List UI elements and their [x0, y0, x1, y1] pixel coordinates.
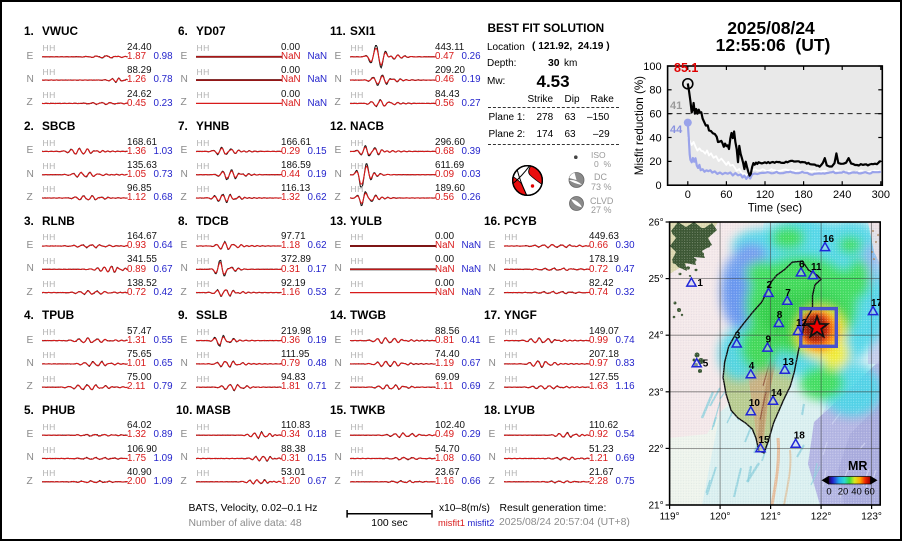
- svg-text:MR: MR: [848, 459, 867, 473]
- svg-text:123°: 123°: [861, 512, 882, 523]
- svg-text:Time (sec): Time (sec): [748, 202, 802, 215]
- svg-text:5: 5: [703, 359, 709, 370]
- svg-text:80: 80: [649, 85, 661, 97]
- svg-text:20: 20: [649, 156, 661, 168]
- svg-text:240: 240: [833, 189, 851, 201]
- svg-text:3: 3: [735, 331, 741, 342]
- svg-text:12: 12: [796, 318, 808, 329]
- svg-text:10: 10: [749, 398, 761, 409]
- svg-text:180: 180: [794, 189, 812, 201]
- svg-text:0: 0: [655, 180, 661, 192]
- svg-text:20: 20: [838, 487, 849, 498]
- svg-text:4: 4: [749, 361, 755, 372]
- svg-text:16: 16: [823, 234, 835, 245]
- svg-text:300: 300: [872, 189, 890, 201]
- svg-text:119°: 119°: [660, 512, 680, 523]
- svg-text:15: 15: [759, 435, 771, 446]
- svg-text:60: 60: [649, 109, 661, 121]
- svg-text:0: 0: [826, 487, 831, 498]
- svg-text:21°: 21°: [648, 501, 663, 512]
- svg-text:85.1: 85.1: [674, 61, 698, 75]
- svg-text:0: 0: [685, 189, 691, 201]
- svg-text:60: 60: [864, 487, 875, 498]
- svg-text:100: 100: [643, 61, 661, 73]
- svg-text:2: 2: [767, 280, 773, 291]
- svg-text:1: 1: [697, 278, 703, 289]
- svg-text:9: 9: [766, 335, 772, 346]
- svg-text:60: 60: [720, 189, 732, 201]
- svg-text:120: 120: [756, 189, 774, 201]
- svg-text:121°: 121°: [760, 512, 781, 523]
- svg-text:44: 44: [670, 124, 683, 136]
- svg-text:40: 40: [649, 132, 661, 144]
- svg-text:6: 6: [799, 259, 805, 270]
- svg-text:41: 41: [670, 100, 682, 112]
- svg-text:122°: 122°: [811, 512, 832, 523]
- svg-text:8: 8: [777, 310, 783, 321]
- svg-text:120°: 120°: [710, 512, 731, 523]
- svg-text:40: 40: [851, 487, 862, 498]
- svg-text:22°: 22°: [648, 444, 663, 455]
- svg-text:11: 11: [811, 262, 822, 273]
- svg-text:Misfit reduction (%): Misfit reduction (%): [633, 76, 646, 175]
- svg-text:17: 17: [871, 298, 883, 309]
- svg-text:25°: 25°: [648, 274, 663, 285]
- svg-text:7: 7: [785, 288, 791, 299]
- svg-text:18: 18: [794, 431, 806, 442]
- svg-text:14: 14: [771, 388, 783, 399]
- svg-text:13: 13: [783, 357, 795, 368]
- svg-text:24°: 24°: [648, 331, 663, 342]
- svg-text:26°: 26°: [648, 218, 663, 229]
- svg-text:23°: 23°: [648, 387, 663, 398]
